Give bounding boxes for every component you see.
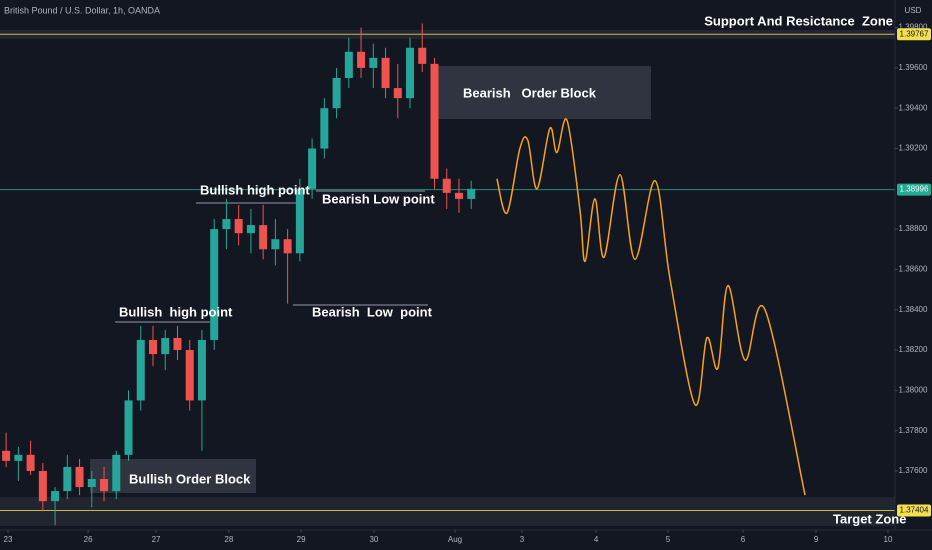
x-tick-label: 29: [297, 535, 306, 544]
target-zone: [0, 497, 895, 526]
x-tick-label: 28: [224, 535, 233, 544]
price-label-box: [897, 504, 931, 517]
candle-body: [454, 192, 463, 199]
candle-body: [14, 454, 23, 461]
candle-body: [87, 479, 96, 488]
candle-body: [148, 339, 157, 355]
x-tick-label: 6: [741, 535, 746, 544]
candle-body: [2, 450, 11, 461]
plot: [0, 23, 895, 526]
y-tick-label: 1.39200: [899, 144, 928, 153]
candle-body: [406, 47, 415, 99]
x-tick-label: Aug: [448, 535, 462, 544]
candle-body: [136, 339, 145, 401]
candle-body: [271, 239, 280, 250]
candle-body: [185, 350, 194, 401]
candle-body: [63, 466, 72, 492]
candle-body: [442, 178, 451, 193]
candle-body: [369, 57, 378, 68]
candle-body: [332, 77, 341, 109]
price-label-box: [897, 183, 931, 196]
candle-body: [112, 454, 121, 492]
x-tick-label: 4: [594, 535, 599, 544]
y-tick-label: 1.38400: [899, 305, 928, 314]
x-tick-label: 30: [369, 535, 378, 544]
y-tick-label: 1.39600: [899, 63, 928, 72]
candle-body: [100, 479, 109, 492]
axis-label: USD: [905, 6, 922, 15]
candle-body: [308, 148, 317, 189]
axes: 1.37600 1.37800 1.38000 1.38200 1.38400 1.386…: [4, 23, 931, 544]
y-tick-label: 1.38200: [899, 345, 928, 354]
annotation: Bullish high point: [200, 182, 310, 197]
candle-body: [430, 63, 439, 179]
candle-body: [26, 454, 35, 471]
x-tick-label: 27: [152, 535, 161, 544]
candle-body: [320, 108, 329, 149]
price-axis: [895, 0, 932, 550]
candle-body: [124, 400, 133, 455]
x-tick-label: 10: [884, 535, 893, 544]
annotation: Bullish Order Block: [129, 471, 251, 486]
x-tick-label: 9: [814, 535, 819, 544]
candle-body: [51, 491, 60, 502]
y-tick-label: 1.38800: [899, 224, 928, 233]
candle-body: [75, 466, 84, 488]
x-tick-label: 3: [520, 535, 525, 544]
price-label-box: [897, 28, 931, 41]
bearish-order-block: [432, 66, 651, 119]
annotation: Target Zone: [833, 511, 906, 526]
projection-line: [496, 118, 806, 496]
candle-body: [222, 219, 231, 230]
y-tick-label: 1.38000: [899, 385, 928, 394]
annotation: Bearish Order Block: [463, 85, 597, 100]
candle-body: [357, 51, 366, 68]
candle-body: [197, 339, 206, 401]
y-tick-label: 1.38600: [899, 265, 928, 274]
candle-body: [418, 47, 427, 64]
candle-body: [283, 239, 292, 254]
y-tick-label: 1.37600: [899, 466, 928, 475]
candle-body: [295, 188, 304, 254]
candle-body: [393, 88, 402, 99]
candle-body: [344, 51, 353, 78]
x-tick-label: 23: [4, 535, 13, 544]
candle-body: [38, 470, 47, 502]
price-label: 1.39767: [900, 29, 929, 38]
candle-body: [173, 337, 182, 351]
y-tick-label: 1.39800: [899, 23, 928, 32]
annotation: Bearish Low point: [312, 304, 433, 319]
candle-body: [161, 337, 170, 355]
annotation: Support And Resictance Zone: [704, 13, 893, 28]
annotation: Bearish Low point: [322, 191, 435, 206]
price-label: 1.37404: [900, 506, 929, 515]
candle-body: [210, 229, 219, 340]
candle-body: [467, 188, 476, 199]
y-tick-label: 1.39400: [899, 103, 928, 112]
annotation: Bullish high point: [119, 304, 233, 319]
candle-body: [246, 225, 255, 234]
candle-body: [381, 57, 390, 89]
candle-body: [259, 225, 268, 250]
x-tick-label: 5: [666, 535, 671, 544]
y-tick-label: 1.37800: [899, 426, 928, 435]
candle-body: [234, 219, 243, 234]
chart-title: British Pound / U.S. Dollar, 1h, OANDA: [4, 5, 160, 15]
x-tick-label: 26: [84, 535, 93, 544]
price-label: 1.38996: [900, 185, 929, 194]
